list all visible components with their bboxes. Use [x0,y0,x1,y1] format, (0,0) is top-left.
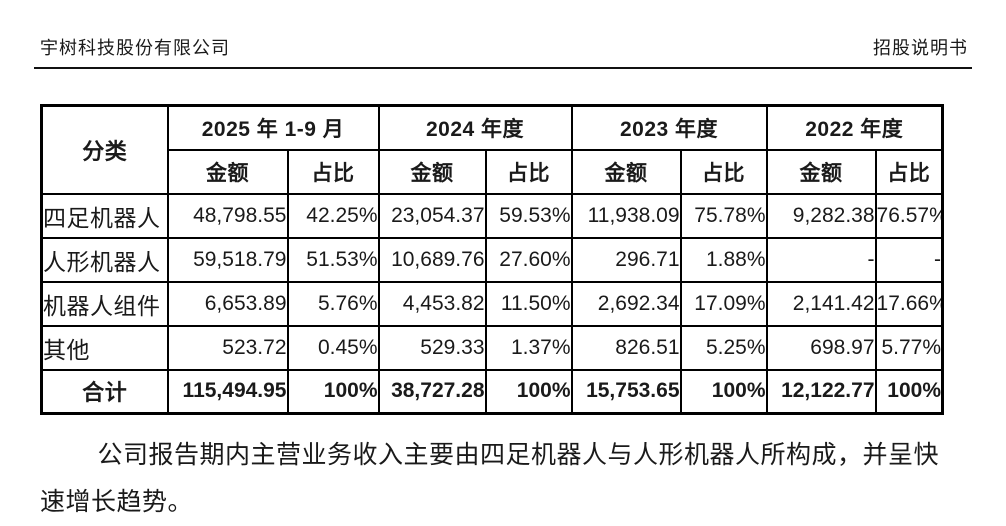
amount-cell: 826.51 [570,324,682,371]
amount-cell: 296.71 [570,236,682,283]
amount-header-2022: 金额 [765,148,877,195]
amount-cell: 15,753.65 [570,368,682,415]
ratio-cell: 100% [484,368,573,415]
amount-header-2024: 金额 [377,148,487,195]
ratio-cell: 27.60% [484,236,573,283]
ratio-cell: 100% [286,368,380,415]
ratio-cell: 5.25% [679,324,768,371]
amount-header-2023: 金额 [570,148,682,195]
ratio-cell: 100% [679,368,768,415]
company-name: 宇树科技股份有限公司 [40,38,230,58]
ratio-cell: 17.66% [874,280,944,327]
ratio-header-2025: 占比 [286,148,380,195]
row-label: 机器人组件 [40,280,169,327]
ratio-cell: 1.37% [484,324,573,371]
category-header: 分类 [40,104,169,195]
table-row-other: 其他 523.72 0.45% 529.33 1.37% 826.51 5.25… [40,324,944,371]
ratio-cell: - [874,236,944,283]
amount-cell: 12,122.77 [765,368,877,415]
paragraph-line-1: 公司报告期内主营业务收入主要由四足机器人与人形机器人所构成，并呈快 [97,442,940,469]
period-header-2024: 2024 年度 [377,104,573,151]
amount-cell: 48,798.55 [166,192,289,239]
amount-cell: 529.33 [377,324,487,371]
amount-cell: 698.97 [765,324,877,371]
table-header-row-metrics: 金额 占比 金额 占比 金额 占比 金额 占比 [42,148,944,195]
revenue-table-container: 分类 2025 年 1-9 月 2024 年度 2023 年度 2022 年度 … [40,104,1006,415]
ratio-cell: 51.53% [286,236,380,283]
doc-type-label: 招股说明书 [873,38,968,58]
period-header-2022: 2022 年度 [765,104,944,151]
ratio-header-2023: 占比 [679,148,768,195]
table-row-components: 机器人组件 6,653.89 5.76% 4,453.82 11.50% 2,6… [40,280,944,327]
table-row-humanoid: 人形机器人 59,518.79 51.53% 10,689.76 27.60% … [40,236,944,283]
amount-cell: 23,054.37 [377,192,487,239]
ratio-cell: 1.88% [679,236,768,283]
table-row-quadruped: 四足机器人 48,798.55 42.25% 23,054.37 59.53% … [40,192,944,239]
amount-cell: 38,727.28 [377,368,487,415]
amount-cell: - [765,236,877,283]
table-row-total: 合计 115,494.95 100% 38,727.28 100% 15,753… [40,368,944,415]
amount-cell: 4,453.82 [377,280,487,327]
ratio-header-2022: 占比 [874,148,944,195]
amount-cell: 9,282.38 [765,192,877,239]
total-label: 合计 [40,368,169,415]
ratio-cell: 42.25% [286,192,380,239]
amount-cell: 523.72 [166,324,289,371]
body-paragraph: 公司报告期内主营业务收入主要由四足机器人与人形机器人所构成，并呈快 速增长趋势。 [40,432,964,526]
ratio-cell: 5.77% [874,324,944,371]
ratio-cell: 75.78% [679,192,768,239]
ratio-cell: 76.57% [874,192,944,239]
paragraph-line-2: 速增长趋势。 [40,489,194,516]
revenue-table: 分类 2025 年 1-9 月 2024 年度 2023 年度 2022 年度 … [40,104,945,415]
amount-cell: 115,494.95 [166,368,289,415]
amount-cell: 11,938.09 [570,192,682,239]
ratio-cell: 11.50% [484,280,573,327]
ratio-header-2024: 占比 [484,148,573,195]
ratio-cell: 5.76% [286,280,380,327]
page-header: 宇树科技股份有限公司 招股说明书 [34,0,972,69]
table-header-row-periods: 分类 2025 年 1-9 月 2024 年度 2023 年度 2022 年度 [40,104,944,195]
row-label: 四足机器人 [40,192,169,239]
amount-cell: 2,692.34 [570,280,682,327]
ratio-cell: 0.45% [286,324,380,371]
amount-cell: 10,689.76 [377,236,487,283]
period-header-2023: 2023 年度 [570,104,768,151]
amount-cell: 6,653.89 [166,280,289,327]
amount-cell: 2,141.42 [765,280,877,327]
row-label: 其他 [40,324,169,371]
amount-header-2025: 金额 [166,148,289,195]
ratio-cell: 59.53% [484,192,573,239]
ratio-cell: 17.09% [679,280,768,327]
period-header-2025: 2025 年 1-9 月 [166,104,380,151]
row-label: 人形机器人 [40,236,169,283]
amount-cell: 59,518.79 [166,236,289,283]
ratio-cell: 100% [874,368,944,415]
